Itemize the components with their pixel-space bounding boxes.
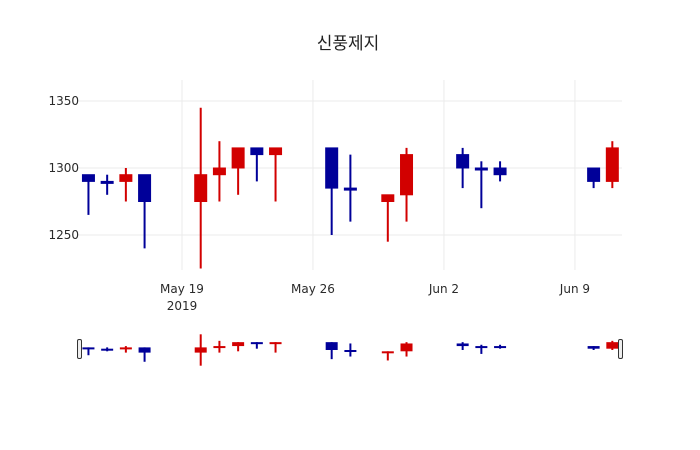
candle[interactable] — [474, 161, 488, 209]
slider-candle — [269, 342, 282, 353]
candle[interactable] — [231, 147, 245, 195]
slider-candle — [494, 344, 507, 349]
slider-candle — [213, 340, 226, 353]
candle[interactable] — [381, 194, 395, 242]
x-tick-label: Jun 9 — [559, 282, 590, 296]
chart-title: 신풍제지 — [317, 34, 380, 54]
x-axis: May 19 2019 May 26 Jun 2 Jun 9 — [160, 282, 590, 313]
candle[interactable] — [605, 141, 619, 189]
candle[interactable] — [119, 168, 133, 202]
slider-candle — [606, 340, 619, 350]
y-tick-label: 1350 — [48, 94, 79, 108]
y-axis: 1250 1300 1350 — [48, 94, 79, 242]
candle[interactable] — [587, 167, 601, 189]
range-slider[interactable] — [77, 334, 623, 366]
slider-candle — [138, 347, 151, 362]
slider-candle — [325, 342, 338, 360]
slider-candle — [250, 342, 263, 349]
x-tick-label: Jun 2 — [428, 282, 459, 296]
y-tick-label: 1250 — [48, 228, 79, 242]
candle[interactable] — [456, 147, 470, 189]
candle[interactable] — [400, 147, 414, 222]
candle[interactable] — [250, 147, 264, 182]
slider-candle — [82, 347, 95, 356]
candle[interactable] — [493, 161, 507, 182]
candle[interactable] — [269, 147, 283, 202]
candles[interactable] — [81, 107, 619, 269]
gridlines — [78, 80, 622, 270]
slider-candle — [101, 347, 114, 352]
candle[interactable] — [325, 147, 339, 235]
slider-candle — [400, 342, 413, 357]
x-tick-year: 2019 — [167, 299, 198, 313]
candle[interactable] — [138, 174, 152, 249]
slider-candle — [344, 343, 357, 357]
range-slider-left-handle[interactable] — [77, 339, 82, 359]
candle[interactable] — [100, 174, 114, 195]
slider-candle — [587, 346, 600, 350]
slider-candle — [381, 351, 394, 361]
slider-candle — [194, 334, 207, 366]
slider-candle — [475, 344, 488, 354]
slider-candle — [232, 342, 245, 352]
candle[interactable] — [81, 174, 95, 215]
slider-candle — [456, 342, 469, 350]
x-tick-label: May 26 — [291, 282, 335, 296]
candle[interactable] — [212, 141, 226, 202]
y-tick-label: 1300 — [48, 161, 79, 175]
slider-candle — [119, 346, 132, 353]
candle[interactable] — [194, 107, 208, 269]
x-tick-label: May 19 — [160, 282, 204, 296]
range-slider-right-handle[interactable] — [618, 339, 623, 359]
candle[interactable] — [343, 154, 357, 222]
